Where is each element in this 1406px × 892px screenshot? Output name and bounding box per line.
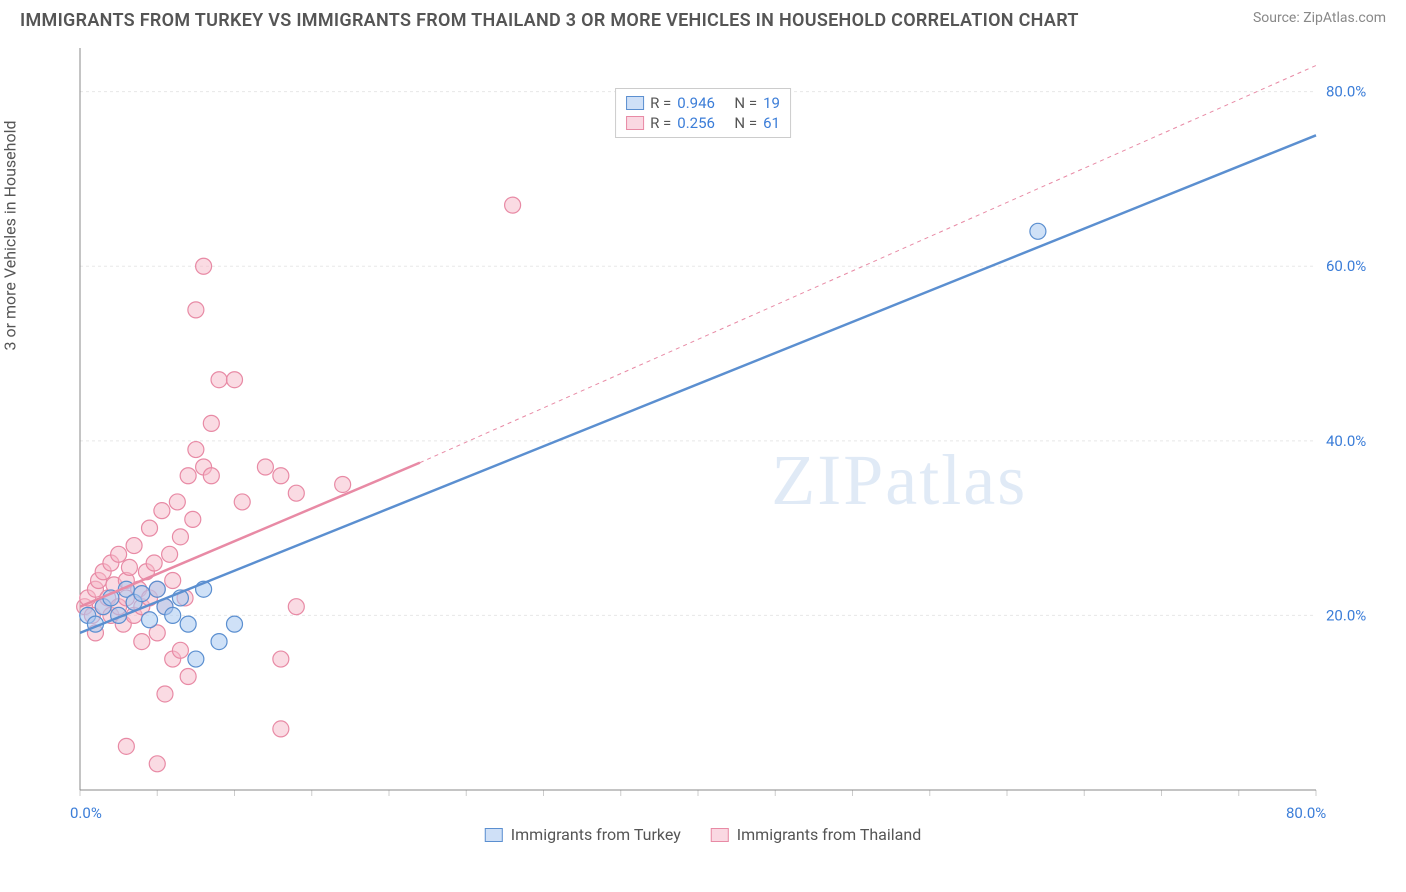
source-label: Source: ZipAtlas.com [1253, 10, 1386, 26]
swatch-turkey [626, 96, 644, 110]
svg-text:40.0%: 40.0% [1326, 432, 1366, 450]
chart-title: IMMIGRANTS FROM TURKEY VS IMMIGRANTS FRO… [20, 10, 1079, 31]
legend-label-turkey: Immigrants from Turkey [511, 825, 681, 844]
legend-item-thailand: Immigrants from Thailand [711, 825, 921, 844]
chart-area: 3 or more Vehicles in Household 20.0%40.… [20, 40, 1386, 872]
y-axis-label: 3 or more Vehicles in Household [1, 120, 20, 350]
correlation-legend: R = 0.946 N = 19 R = 0.256 N = 61 [615, 88, 791, 138]
swatch-turkey-icon [485, 828, 503, 842]
swatch-thailand [626, 116, 644, 130]
x-axis-max: 80.0% [1286, 804, 1326, 822]
legend-item-turkey: Immigrants from Turkey [485, 825, 681, 844]
legend-row-turkey: R = 0.946 N = 19 [626, 93, 780, 113]
legend-row-thailand: R = 0.256 N = 61 [626, 113, 780, 133]
scatter-chart: 20.0% 40.0% 60.0% 80.0% [20, 40, 1386, 850]
x-axis-min: 0.0% [70, 804, 102, 822]
series-legend: Immigrants from Turkey Immigrants from T… [485, 825, 921, 844]
svg-text:60.0%: 60.0% [1326, 257, 1366, 275]
swatch-thailand-icon [711, 828, 729, 842]
svg-text:80.0%: 80.0% [1326, 83, 1366, 101]
svg-text:20.0%: 20.0% [1326, 606, 1366, 624]
legend-label-thailand: Immigrants from Thailand [737, 825, 921, 844]
